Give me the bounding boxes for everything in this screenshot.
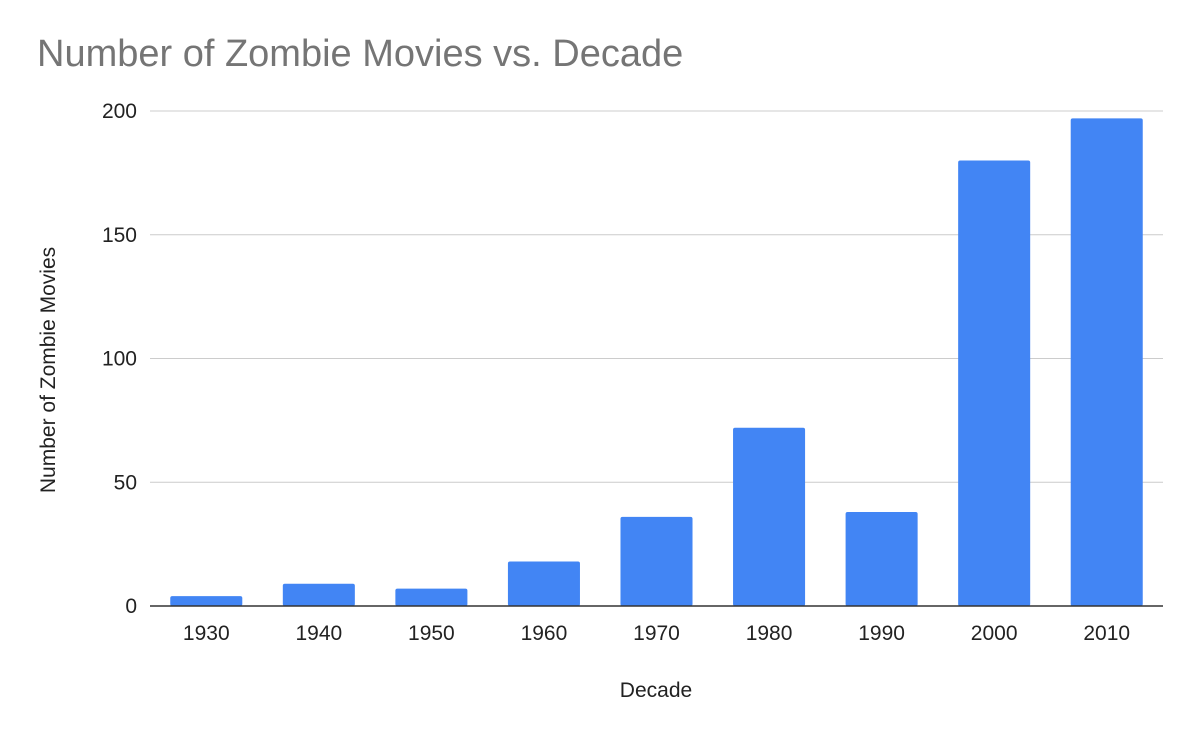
x-tick-label: 2000: [971, 622, 1018, 645]
x-tick-label: 1960: [521, 622, 568, 645]
y-tick-label: 50: [114, 471, 137, 494]
bar-1940: [282, 583, 355, 606]
bar-1980: [733, 427, 806, 606]
bars: [170, 118, 1143, 607]
x-axis-title: Decade: [620, 679, 692, 702]
y-tick-label: 150: [102, 224, 137, 247]
x-axis-ticks: 1930 1940 1950 1960 1970 1980 1990 2000 2010: [183, 622, 1130, 645]
chart-title: Number of Zombie Movies vs. Decade: [37, 33, 683, 75]
x-tick-label: 1990: [858, 622, 905, 645]
y-axis-title: Number of Zombie Movies: [37, 247, 60, 493]
bar-1970: [620, 516, 693, 606]
bar-2000: [958, 160, 1031, 606]
bar-1930: [170, 596, 243, 606]
y-tick-label: 100: [102, 348, 137, 371]
x-tick-label: 1950: [408, 622, 455, 645]
y-tick-label: 200: [102, 100, 137, 123]
bar-1990: [845, 511, 918, 606]
bar-1950: [395, 588, 468, 606]
x-tick-label: 1970: [633, 622, 680, 645]
bar-1960: [507, 561, 580, 606]
y-tick-label: 0: [125, 595, 137, 618]
x-tick-label: 1980: [746, 622, 793, 645]
x-tick-label: 2010: [1083, 622, 1130, 645]
y-axis-ticks: 0 50 100 150 200: [102, 100, 137, 618]
bar-2010: [1070, 118, 1143, 607]
x-tick-label: 1930: [183, 622, 230, 645]
x-tick-label: 1940: [295, 622, 342, 645]
